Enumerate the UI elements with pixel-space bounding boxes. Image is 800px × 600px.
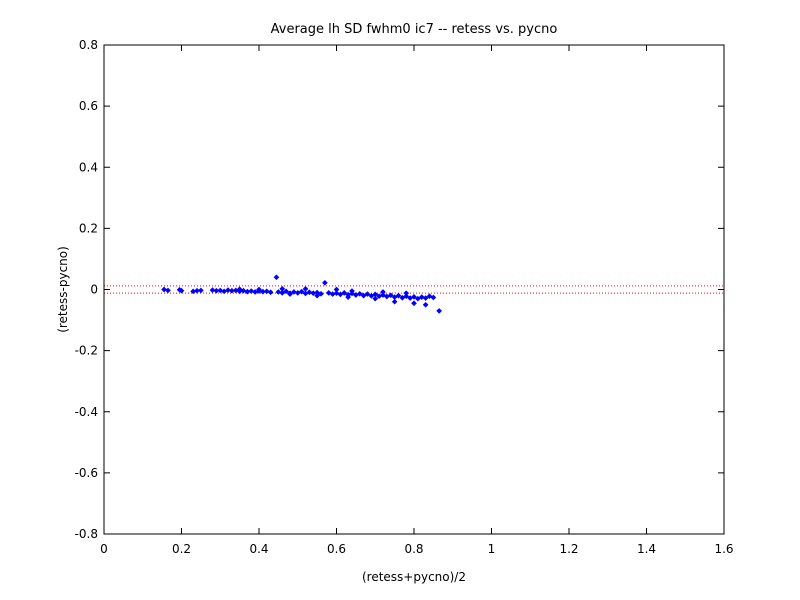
data-point bbox=[380, 289, 386, 295]
data-point bbox=[263, 288, 270, 295]
reference-lines bbox=[104, 285, 724, 294]
data-point bbox=[291, 289, 297, 295]
x-tick-label: 1.4 bbox=[637, 542, 656, 556]
data-point bbox=[349, 288, 355, 294]
y-tick-label: 0.6 bbox=[79, 99, 98, 113]
x-tick-label: 1.6 bbox=[714, 542, 733, 556]
y-tick-label: 0 bbox=[90, 283, 98, 297]
data-point bbox=[279, 286, 286, 292]
data-point bbox=[372, 291, 379, 298]
data-point bbox=[403, 293, 410, 300]
data-point bbox=[430, 294, 437, 301]
data-point bbox=[217, 287, 224, 294]
x-tick-label: 0.6 bbox=[327, 542, 346, 556]
x-tick-label: 0.2 bbox=[172, 542, 191, 556]
data-point bbox=[256, 286, 262, 293]
data-point bbox=[275, 289, 282, 295]
data-point bbox=[411, 294, 417, 300]
data-point bbox=[422, 301, 429, 308]
y-tick-label: 0.2 bbox=[79, 221, 98, 235]
data-point bbox=[209, 287, 216, 293]
data-point bbox=[165, 287, 171, 294]
data-point bbox=[345, 294, 351, 300]
plot-background bbox=[104, 45, 724, 534]
data-point bbox=[329, 291, 336, 297]
x-tick-label: 0.8 bbox=[404, 542, 423, 556]
data-point bbox=[287, 291, 293, 297]
x-tick-label: 0 bbox=[100, 542, 108, 556]
data-point bbox=[422, 295, 429, 301]
data-point bbox=[198, 287, 204, 294]
x-axis-ticks: 0 0.2 0.4 0.6 0.8 1 1.2 1.4 1.6 bbox=[100, 45, 734, 556]
data-point bbox=[260, 288, 266, 295]
y-axis-label: (retess-pycno) bbox=[56, 246, 70, 333]
y-tick-label: -0.8 bbox=[75, 527, 98, 541]
data-point bbox=[236, 286, 243, 293]
y-axis-ticks: -0.8 -0.6 -0.4 -0.2 0 0.2 0.4 0.6 0.8 bbox=[75, 38, 724, 541]
x-tick-label: 1 bbox=[488, 542, 496, 556]
chart-title: Average lh SD fwhm0 ic7 -- retess vs. py… bbox=[271, 22, 558, 37]
data-point bbox=[391, 298, 398, 305]
x-axis-label: (retess+pycno)/2 bbox=[362, 570, 466, 584]
data-point bbox=[418, 294, 425, 300]
data-point bbox=[306, 289, 313, 296]
x-tick-label: 1.2 bbox=[559, 542, 578, 556]
y-tick-label: -0.2 bbox=[75, 344, 98, 358]
data-point bbox=[341, 290, 348, 296]
x-tick-label: 0.4 bbox=[249, 542, 268, 556]
data-point bbox=[194, 287, 200, 294]
data-point bbox=[403, 290, 410, 296]
data-point bbox=[387, 292, 394, 299]
y-tick-label: -0.6 bbox=[75, 466, 98, 480]
data-point bbox=[298, 288, 305, 295]
data-point bbox=[213, 287, 220, 294]
data-point bbox=[229, 287, 235, 294]
data-point bbox=[314, 292, 320, 299]
data-point bbox=[322, 279, 328, 286]
data-point bbox=[190, 288, 196, 295]
data-point bbox=[244, 288, 251, 295]
data-point bbox=[436, 308, 443, 314]
data-point bbox=[283, 288, 289, 295]
y-tick-label: 0.4 bbox=[79, 160, 98, 174]
data-point bbox=[318, 290, 324, 297]
data-point bbox=[267, 289, 274, 296]
data-point bbox=[273, 274, 280, 281]
data-point bbox=[302, 286, 309, 292]
data-point bbox=[372, 295, 379, 302]
data-point bbox=[161, 286, 167, 293]
y-tick-label: -0.4 bbox=[75, 405, 98, 419]
data-point bbox=[225, 287, 231, 293]
data-point bbox=[248, 288, 255, 294]
data-point bbox=[310, 290, 317, 296]
y-tick-label: 0.8 bbox=[79, 38, 98, 52]
data-point bbox=[411, 300, 417, 307]
data-point bbox=[356, 290, 363, 297]
data-point bbox=[395, 292, 402, 299]
data-point bbox=[364, 291, 371, 297]
data-point bbox=[252, 289, 258, 295]
data-point bbox=[178, 287, 185, 294]
data-point bbox=[333, 286, 340, 293]
data-points bbox=[161, 274, 443, 314]
